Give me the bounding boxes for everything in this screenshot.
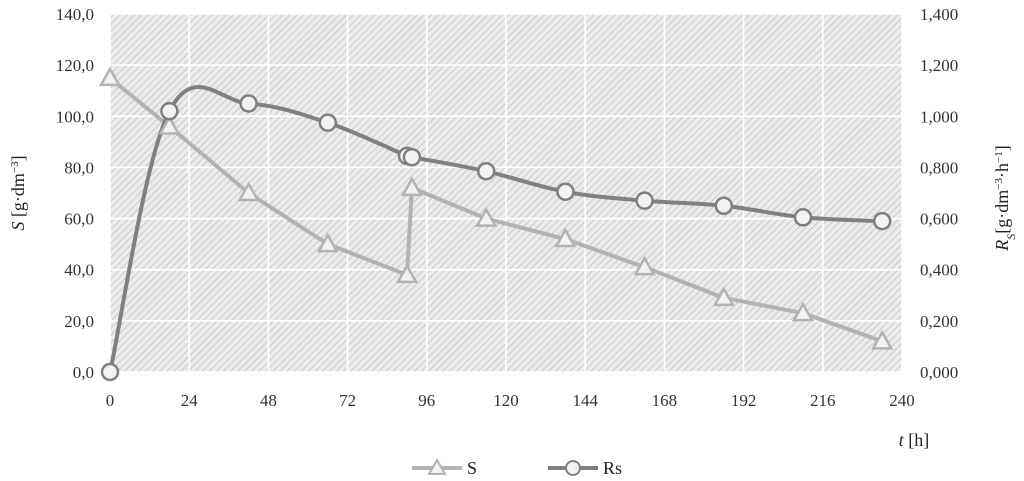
x-tick-label: 120: [493, 391, 519, 410]
y-left-tick-label: 120,0: [56, 56, 94, 75]
series-rs-point: [714, 196, 734, 216]
y-right-tick-label: 1,000: [920, 107, 958, 126]
series-s-point: [633, 255, 656, 276]
x-axis-title: t [h]: [899, 430, 930, 450]
series-s-point: [791, 301, 815, 322]
series-layer: [98, 66, 894, 382]
y-right-tick-label: 0,000: [920, 363, 958, 382]
legend: S Rs: [412, 457, 622, 478]
series-rs-point: [635, 191, 654, 210]
x-tick-label: 240: [889, 391, 915, 410]
series-rs-point: [402, 147, 422, 167]
series-line-s: [108, 76, 883, 344]
series-rs-point: [476, 162, 496, 181]
x-tick-label: 0: [106, 391, 115, 410]
x-tick-label: 144: [572, 391, 598, 410]
y-left-tick-label: 60,0: [64, 210, 94, 229]
series-rs-point: [100, 362, 120, 382]
grid: [109, 13, 903, 373]
y-right-tick-label: 1,200: [920, 56, 958, 75]
series-s-point: [475, 207, 498, 227]
y-left-tick-label: 140,0: [56, 5, 94, 24]
series-s-point: [316, 232, 339, 253]
y-right-tick-label: 1,400: [920, 5, 958, 24]
y-right-tick-label: 0,400: [920, 261, 958, 280]
legend-triangle-icon: [427, 457, 447, 475]
y-left-tick-label: 80,0: [64, 158, 94, 177]
x-tick-label: 72: [339, 391, 356, 410]
y-left-tick-labels: 0,0 20,0 40,0 60,0 80,0 100,0 120,0 140,0: [56, 5, 94, 382]
y-right-tick-label: 0,800: [920, 158, 958, 177]
legend-item-s: S: [412, 457, 477, 478]
legend-label-rs: Rs: [603, 458, 622, 478]
series-rs-point: [793, 208, 813, 227]
series-s-point: [237, 181, 260, 202]
series-s-point: [158, 114, 181, 135]
x-tick-label: 48: [260, 391, 277, 410]
legend-item-rs: Rs: [548, 458, 622, 478]
x-tick-label: 96: [418, 391, 435, 410]
y-right-tick-label: 0,600: [920, 210, 958, 229]
series-s-point: [395, 263, 419, 284]
series-s-point: [712, 286, 735, 307]
x-tick-label: 216: [810, 391, 836, 410]
series-rs-point: [556, 182, 575, 201]
series-rs-point: [318, 113, 338, 132]
x-tick-label: 168: [652, 391, 678, 410]
series-s-point: [554, 227, 577, 248]
x-tick-labels: 0 24 48 72 96 120 144 168 192 216 240: [106, 391, 915, 410]
series-rs-point: [160, 101, 179, 121]
series-s-point: [98, 66, 122, 87]
x-tick-label: 192: [731, 391, 757, 410]
y-left-axis-title: S [g·dm−3]: [8, 155, 28, 230]
y-right-tick-label: 0,200: [920, 312, 958, 331]
series-rs-point: [872, 211, 892, 231]
series-s-point: [400, 176, 424, 197]
y-left-tick-label: 100,0: [56, 107, 94, 126]
y-right-axis-title: RS[g·dm−3·h−1]: [992, 145, 1018, 251]
y-left-tick-label: 0,0: [73, 363, 94, 382]
y-left-tick-label: 20,0: [64, 312, 94, 331]
y-left-tick-label: 40,0: [64, 261, 94, 280]
series-s-point: [871, 329, 894, 350]
legend-circle-icon: [565, 460, 581, 476]
series-rs-point: [239, 94, 258, 113]
y-right-tick-labels: 0,000 0,200 0,400 0,600 0,800 1,000 1,200 1,400: [920, 5, 958, 382]
legend-label-s: S: [467, 458, 477, 478]
x-tick-label: 24: [181, 391, 199, 410]
